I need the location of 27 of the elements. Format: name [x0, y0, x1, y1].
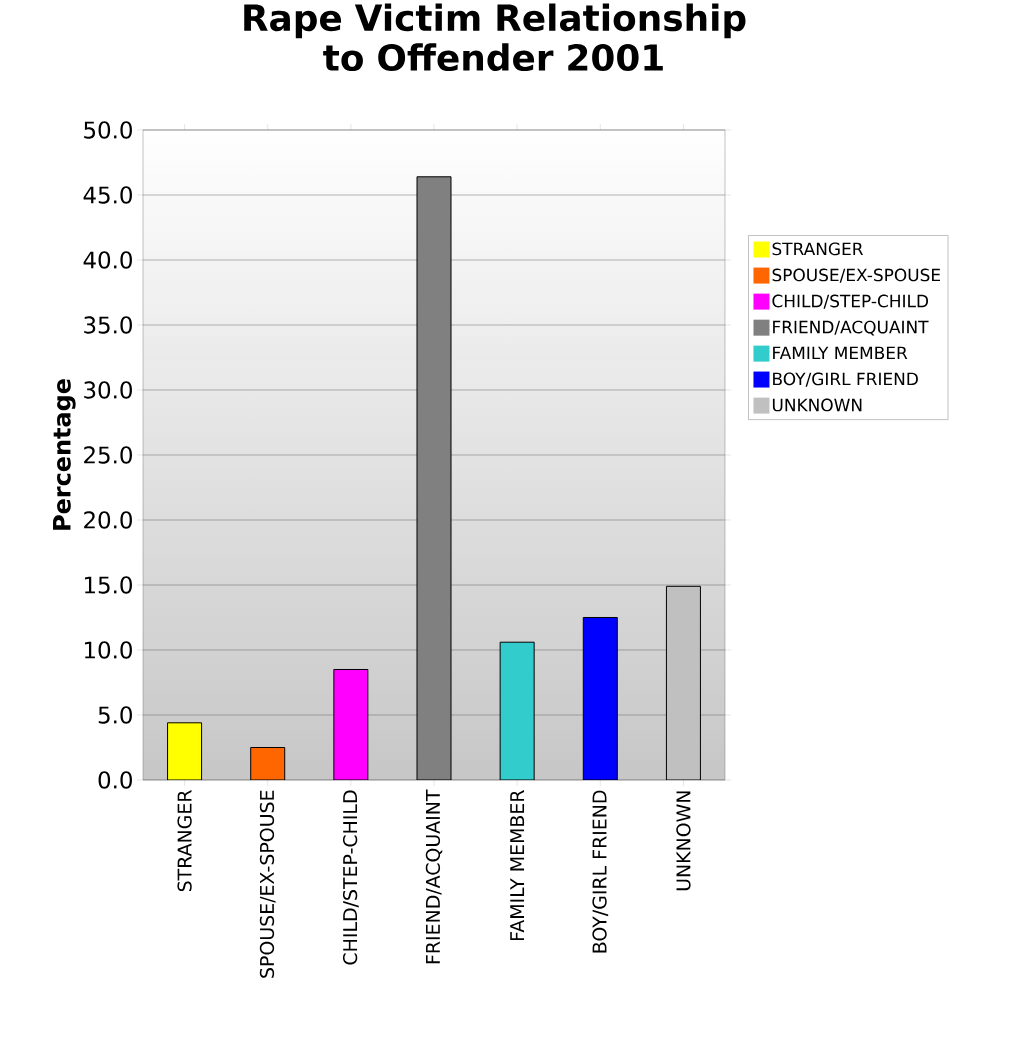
x-tick-label: UNKNOWN — [676, 791, 691, 891]
legend-label: CHILD/STEP-CHILD — [772, 294, 929, 309]
x-tick-label: STRANGER — [177, 790, 192, 892]
legend-label: SPOUSE/EX-SPOUSE — [772, 268, 940, 283]
x-tick-label: CHILD/STEP-CHILD — [342, 790, 359, 965]
y-tick-label: 45.0 — [83, 186, 132, 204]
y-tick-label: 50.0 — [84, 121, 132, 139]
legend-label: FRIEND/ACQUAINT — [773, 320, 929, 336]
y-tick-label: 30.0 — [84, 381, 132, 399]
legend-label: UNKNOWN — [772, 398, 862, 412]
legend-label: STRANGER — [772, 242, 864, 256]
y-tick-label: 5.0 — [98, 706, 132, 724]
y-tick-label: 20.0 — [84, 511, 132, 529]
x-tick-label: FAMILY MEMBER — [510, 790, 525, 941]
legend-label: FAMILY MEMBER — [773, 346, 908, 360]
x-tick-label: BOY/GIRL FRIEND — [592, 790, 609, 953]
y-tick-label: 0.0 — [98, 771, 132, 789]
y-tick-label: 10.0 — [84, 641, 132, 659]
y-axis-title: Percentage — [53, 379, 76, 530]
y-tick-label: 15.0 — [84, 576, 132, 594]
x-tick-label: FRIEND/ACQUAINT — [425, 789, 443, 964]
x-tick-label: SPOUSE/EX-SPOUSE — [259, 790, 276, 978]
y-tick-label: 35.0 — [84, 316, 132, 334]
legend-label: BOY/GIRL FRIEND — [773, 372, 918, 387]
y-tick-label: 25.0 — [84, 446, 132, 464]
y-tick-label: 40.0 — [83, 251, 132, 269]
chart-title: Rape Victim Relationship to Offender 2001 — [244, 3, 746, 72]
